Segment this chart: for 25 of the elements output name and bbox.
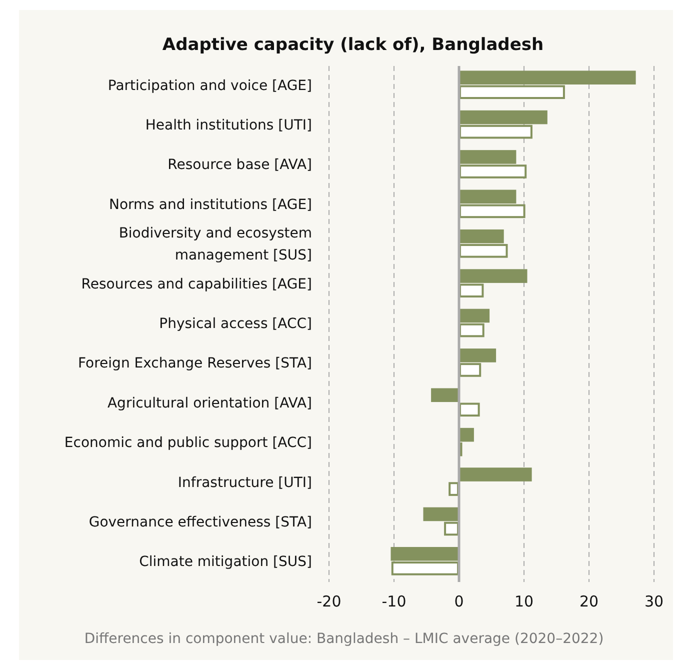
y-tick-label: Resources and capabilities [AGE] xyxy=(81,276,312,292)
y-tick-label: Resource base [AVA] xyxy=(168,157,312,174)
bar xyxy=(431,388,459,402)
x-tick-label: 0 xyxy=(454,592,464,611)
x-tick-label: -20 xyxy=(316,592,342,611)
y-tick-label: Foreign Exchange Reserves [STA] xyxy=(78,356,312,372)
bar xyxy=(459,402,480,417)
y-tick-label: Climate mitigation [SUS] xyxy=(139,554,312,570)
y-tick-label: Economic and public support [ACC] xyxy=(64,435,312,452)
x-tick-label: -10 xyxy=(382,592,406,611)
y-tick-label: Physical access [ACC] xyxy=(159,316,312,332)
text: Differences in component value: Bangladesh – LMIC average (2020–2022) xyxy=(84,631,604,647)
bar xyxy=(459,468,532,482)
y-tick-label: Governance effectiveness [STA] xyxy=(88,514,312,530)
y-tick-label: Biodiversity and ecosystem management [SUS] xyxy=(118,226,312,264)
chart-title: Adaptive capacity (lack of), Bangladesh xyxy=(162,35,544,55)
x-tick-label: 10 xyxy=(514,592,534,611)
bar xyxy=(448,482,459,496)
y-tick-label: Health institutions [UTI] xyxy=(145,118,312,134)
x-tick-label: 30 xyxy=(644,592,664,611)
y-tick-label: Norms and institutions [AGE] xyxy=(108,196,312,213)
y-tick-label: Agricultural orientation [AVA] xyxy=(107,395,312,412)
y-tick-label: Participation and voice [AGE] xyxy=(108,78,312,94)
x-tick-label: 20 xyxy=(579,592,599,611)
y-tick-label: Infrastructure [UTI] xyxy=(178,474,312,491)
